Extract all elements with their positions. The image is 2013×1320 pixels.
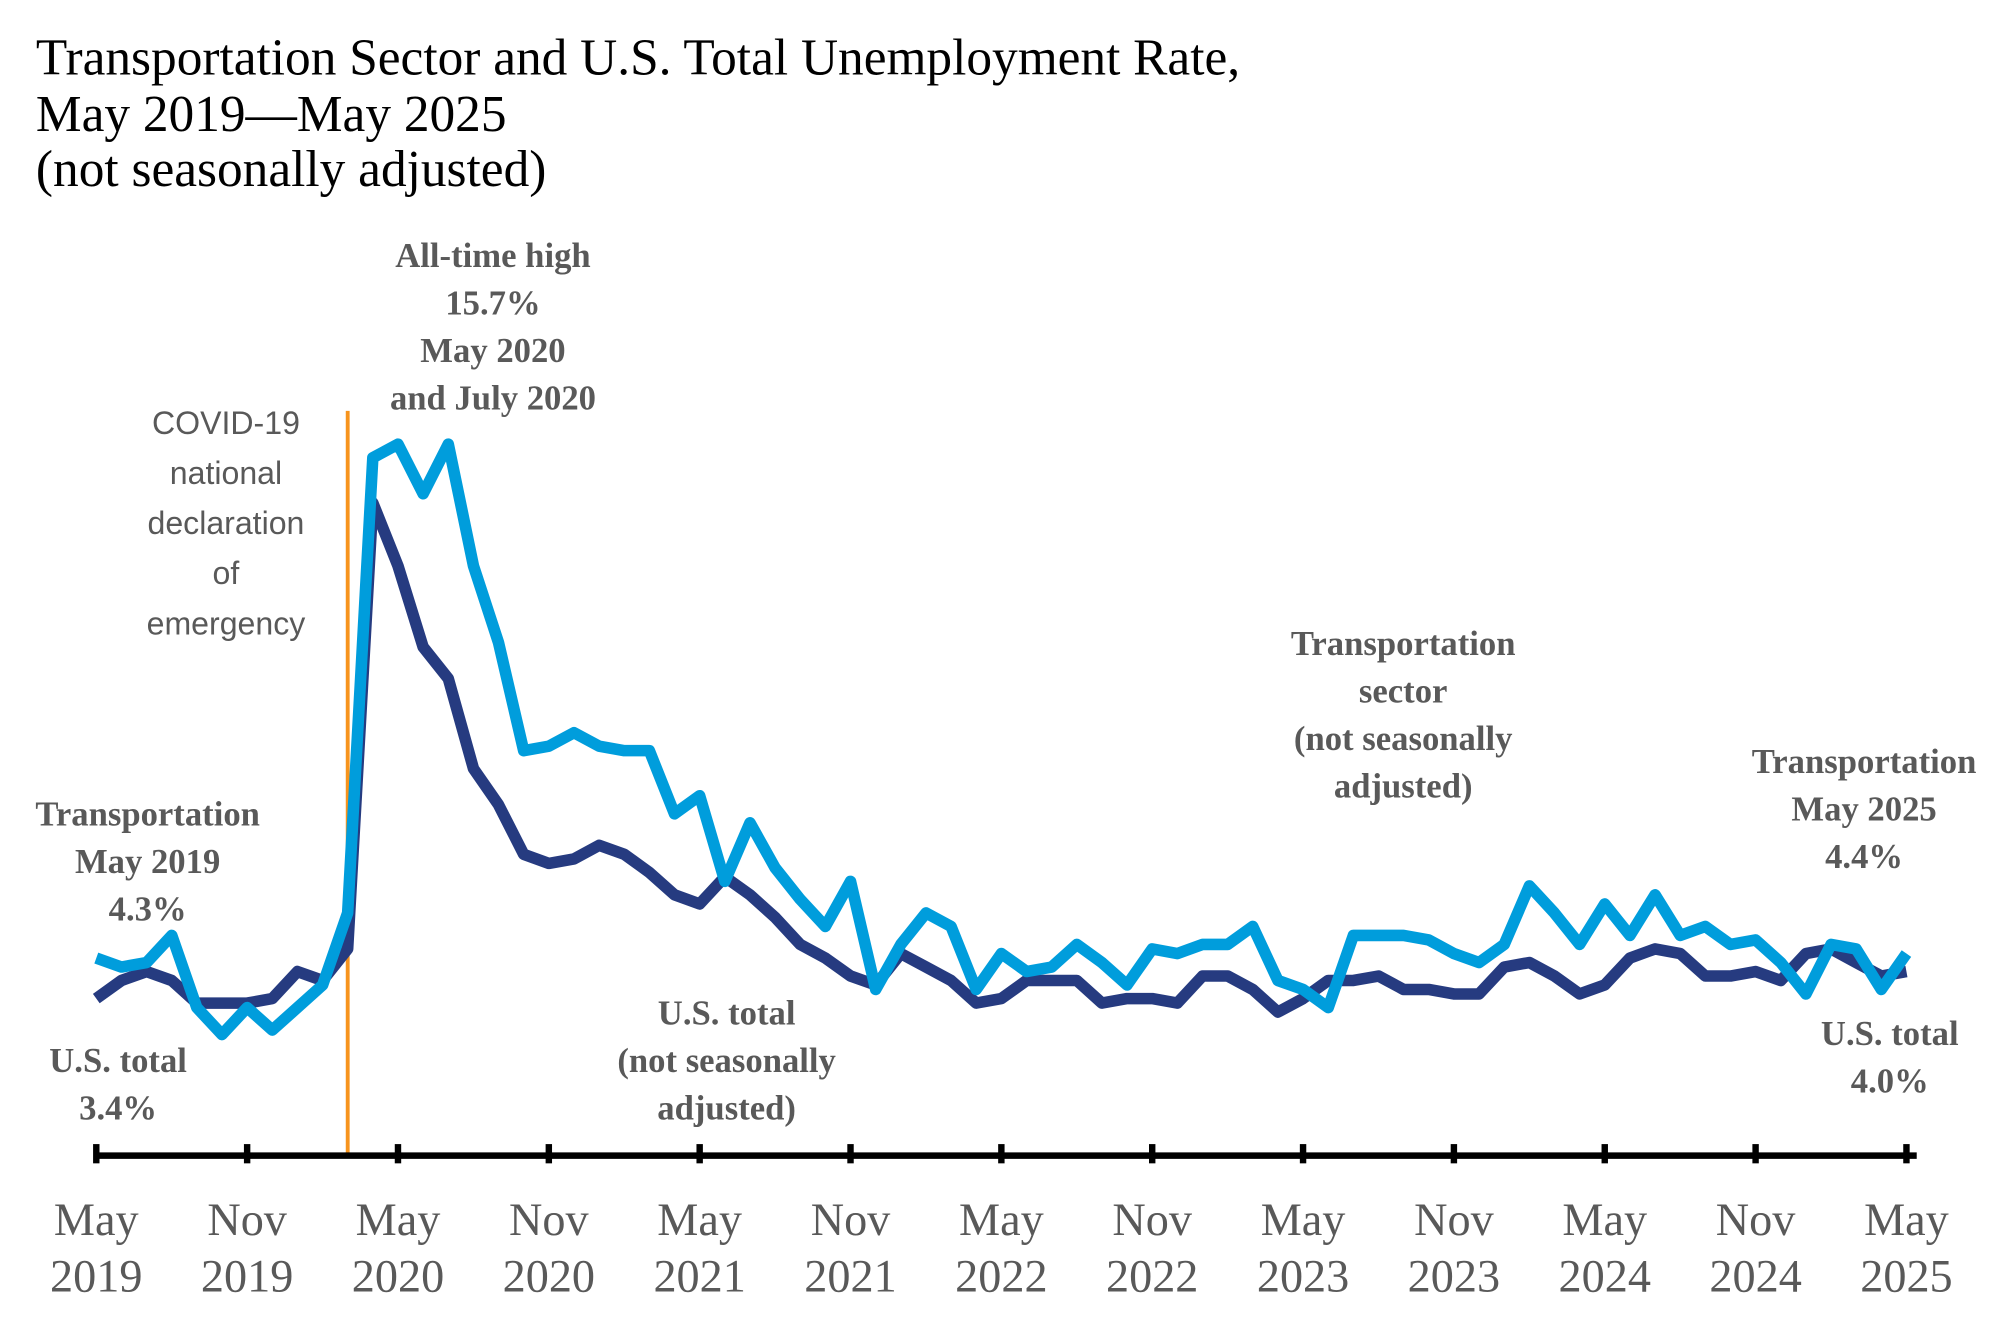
- x-tick-label: 2023: [1408, 1251, 1500, 1302]
- x-tick-label: 2023: [1257, 1251, 1349, 1302]
- x-tick-label: 2025: [1860, 1251, 1952, 1302]
- x-tick-label: 2024: [1709, 1251, 1801, 1302]
- us-total-series-label: U.S. total (not seasonally adjusted): [617, 995, 836, 1128]
- transportation-series-label: Transportation sector (not seasonally adjus…: [1291, 625, 1516, 806]
- x-tick-label: May: [959, 1194, 1044, 1245]
- covid-annotation-line: COVID-19: [152, 405, 300, 441]
- us-total-series-label-line: (not seasonally: [617, 1042, 836, 1080]
- peak-annotation-line: 15.7%: [445, 285, 540, 323]
- x-tick-label: 2021: [804, 1251, 896, 1302]
- covid-annotation: COVID-19 national declaration of emergency: [147, 405, 306, 641]
- transportation-series-line: [94, 438, 1912, 1041]
- plot-area: [92, 410, 1912, 1156]
- chart-title: Transportation Sector and U.S. Total Une…: [36, 29, 1240, 198]
- transportation-end-annotation-line: Transportation: [1752, 743, 1977, 781]
- x-tick-label: 2020: [503, 1251, 595, 1302]
- us-total-end-annotation-line: U.S. total: [1821, 1015, 1959, 1053]
- us-total-series-line: [92, 497, 1908, 1018]
- transportation-start-annotation-line: Transportation: [35, 796, 260, 834]
- x-tick-label: May: [356, 1194, 441, 1245]
- peak-annotation-line: All-time high: [395, 237, 590, 275]
- transportation-end-annotation-line: 4.4%: [1825, 838, 1903, 876]
- transportation-series-label-line: adjusted): [1334, 767, 1473, 805]
- transportation-start-annotation-line: May 2019: [75, 843, 220, 881]
- peak-annotation-line: May 2020: [420, 332, 565, 370]
- covid-annotation-line: declaration: [147, 505, 304, 541]
- us-total-end-annotation: U.S. total 4.0%: [1821, 1015, 1959, 1101]
- us-total-start-annotation-line: U.S. total: [49, 1042, 187, 1080]
- transportation-start-annotation-line: 4.3%: [109, 891, 187, 929]
- x-tick-label: Nov: [1414, 1194, 1494, 1245]
- x-tick-label: May: [1261, 1194, 1346, 1245]
- covid-annotation-line: national: [170, 455, 282, 491]
- transportation-start-annotation: Transportation May 2019 4.3%: [35, 796, 260, 929]
- x-tick-label: 2019: [50, 1251, 142, 1302]
- x-tick-label: Nov: [811, 1194, 891, 1245]
- title-line-2: May 2019—May 2025: [36, 86, 507, 143]
- x-tick-label: 2022: [1106, 1251, 1198, 1302]
- title-line-1: Transportation Sector and U.S. Total Une…: [36, 29, 1240, 86]
- x-tick-label: Nov: [509, 1194, 589, 1245]
- x-axis: May 2019 Nov 2019 May 2020 Nov 2020 May 2021 Nov 20…: [50, 1144, 1953, 1302]
- covid-annotation-line: of: [213, 555, 240, 591]
- x-tick-label: Nov: [207, 1194, 287, 1245]
- x-tick-label: 2020: [352, 1251, 444, 1302]
- transportation-series-label-line: (not seasonally: [1294, 720, 1513, 758]
- us-total-end-annotation-line: 4.0%: [1851, 1063, 1929, 1101]
- transportation-series-label-line: Transportation: [1291, 625, 1516, 663]
- x-tick-label: 2022: [955, 1251, 1047, 1302]
- x-tick-label: 2024: [1559, 1251, 1651, 1302]
- covid-annotation-line: emergency: [147, 605, 306, 641]
- annotations: All-time high 15.7% May 2020 and July 2020 T…: [35, 237, 1976, 1128]
- peak-annotation: All-time high 15.7% May 2020 and July 2020: [390, 237, 596, 418]
- x-tick-label: Nov: [1112, 1194, 1192, 1245]
- x-tick-label: Nov: [1716, 1194, 1796, 1245]
- x-tick-label: 2021: [653, 1251, 745, 1302]
- transportation-end-annotation: Transportation May 2025 4.4%: [1752, 743, 1977, 876]
- x-tick-label: 2019: [201, 1251, 293, 1302]
- x-tick-label: May: [1562, 1194, 1647, 1245]
- transportation-series-label-line: sector: [1359, 672, 1448, 710]
- x-tick-label: May: [657, 1194, 742, 1245]
- us-total-start-annotation-line: 3.4%: [79, 1090, 157, 1128]
- us-total-series-label-line: adjusted): [657, 1090, 796, 1128]
- title-line-3: (not seasonally adjusted): [36, 141, 546, 198]
- us-total-start-annotation: U.S. total 3.4%: [49, 1042, 187, 1128]
- us-total-series-label-line: U.S. total: [658, 995, 796, 1033]
- x-tick-label: May: [1864, 1194, 1949, 1245]
- transportation-end-annotation-line: May 2025: [1791, 791, 1936, 829]
- x-tick-label: May: [54, 1194, 139, 1245]
- peak-annotation-line: and July 2020: [390, 380, 596, 418]
